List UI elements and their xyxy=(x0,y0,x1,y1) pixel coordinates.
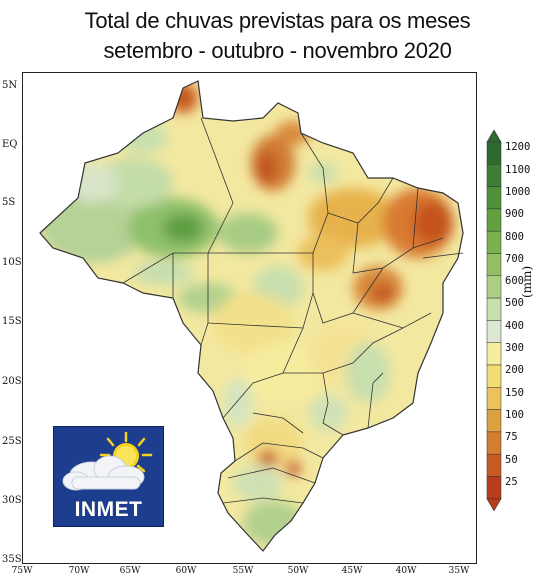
latitude-label: 35S xyxy=(2,554,22,565)
map-title-line1: Total de chuvas previstas para os meses xyxy=(84,8,471,33)
legend-level-label: 150 xyxy=(505,386,524,399)
longitude-label: 50W xyxy=(287,566,309,576)
legend-color-cell xyxy=(486,186,502,210)
legend-color-cell xyxy=(486,253,502,277)
longitude-label: 70W xyxy=(68,566,90,576)
legend-level-label: 500 xyxy=(505,297,524,310)
inmet-logo: INMET xyxy=(53,426,164,527)
legend-level-label: 400 xyxy=(505,319,524,332)
logo-text: INMET xyxy=(74,498,143,521)
legend-color-cell xyxy=(486,141,502,165)
latitude-label: 10S xyxy=(2,257,22,268)
legend-color-cell xyxy=(486,275,502,299)
legend-color-cell xyxy=(486,431,502,455)
legend-level-label: 600 xyxy=(505,275,524,288)
longitude-label: 35W xyxy=(448,566,470,576)
legend-color-cell xyxy=(486,230,502,254)
longitude-label: 45W xyxy=(341,566,363,576)
latitude-label: 15S xyxy=(2,316,22,327)
legend-colorbar xyxy=(486,130,502,512)
legend-unit: (mm) xyxy=(520,265,534,298)
legend-level-label: 300 xyxy=(505,342,524,354)
legend-level-label: 900 xyxy=(505,208,524,221)
latitude-label: EQ xyxy=(2,139,18,150)
legend-arrow-bottom xyxy=(486,498,502,512)
legend-color-cell xyxy=(486,342,502,366)
legend-level-label: 800 xyxy=(505,230,524,243)
legend-arrow-top xyxy=(486,130,502,143)
legend-color-cell xyxy=(486,164,502,187)
longitude-label: 60W xyxy=(175,566,197,576)
legend-color-cell xyxy=(486,297,502,321)
legend-color-cell xyxy=(486,364,502,388)
legend-color-cell xyxy=(486,208,502,232)
latitude-label: 30S xyxy=(2,495,22,506)
legend-level-label: 50 xyxy=(505,453,518,466)
sun-cloud-icon xyxy=(62,431,153,491)
legend-level-label: 75 xyxy=(505,431,518,444)
longitude-label: 40W xyxy=(395,566,417,576)
legend-color-cell xyxy=(486,409,502,433)
legend-level-label: 1100 xyxy=(505,163,531,176)
longitude-label: 55W xyxy=(232,566,254,576)
latitude-label: 5N xyxy=(2,80,18,91)
legend-color-cell xyxy=(486,320,502,343)
legend-color-cell xyxy=(486,387,502,410)
map-title-line2: setembro - outubro - novembro 2020 xyxy=(103,38,452,63)
legend-level-label: 100 xyxy=(505,408,524,421)
legend-level-label: 1000 xyxy=(505,185,531,198)
legend-level-label: 200 xyxy=(505,364,524,377)
latitude-label: 25S xyxy=(2,436,22,447)
legend-level-label: 1200 xyxy=(505,141,531,154)
longitude-label: 75W xyxy=(11,566,33,576)
legend-level-label: 700 xyxy=(505,252,524,265)
state-borders xyxy=(39,80,464,552)
legend-color-cell xyxy=(486,453,502,477)
latitude-label: 20S xyxy=(2,376,22,387)
latitude-label: 5S xyxy=(2,197,16,208)
legend-level-label: 25 xyxy=(505,475,518,488)
longitude-label: 65W xyxy=(119,566,141,576)
legend-color-cell xyxy=(486,476,502,500)
